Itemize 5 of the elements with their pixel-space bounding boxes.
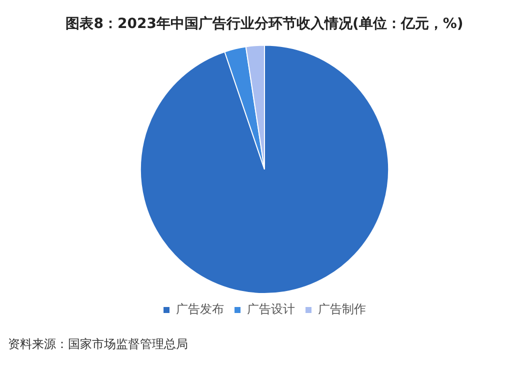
legend-label: 广告设计 (247, 302, 295, 316)
legend-label: 广告发布 (176, 302, 224, 316)
legend-label: 广告制作 (318, 302, 366, 316)
chart-title: 图表8：2023年中国广告行业分环节收入情况(单位：亿元，%) (66, 15, 464, 32)
text: 资料来源：国家市场监督管理总局 (8, 336, 189, 353)
